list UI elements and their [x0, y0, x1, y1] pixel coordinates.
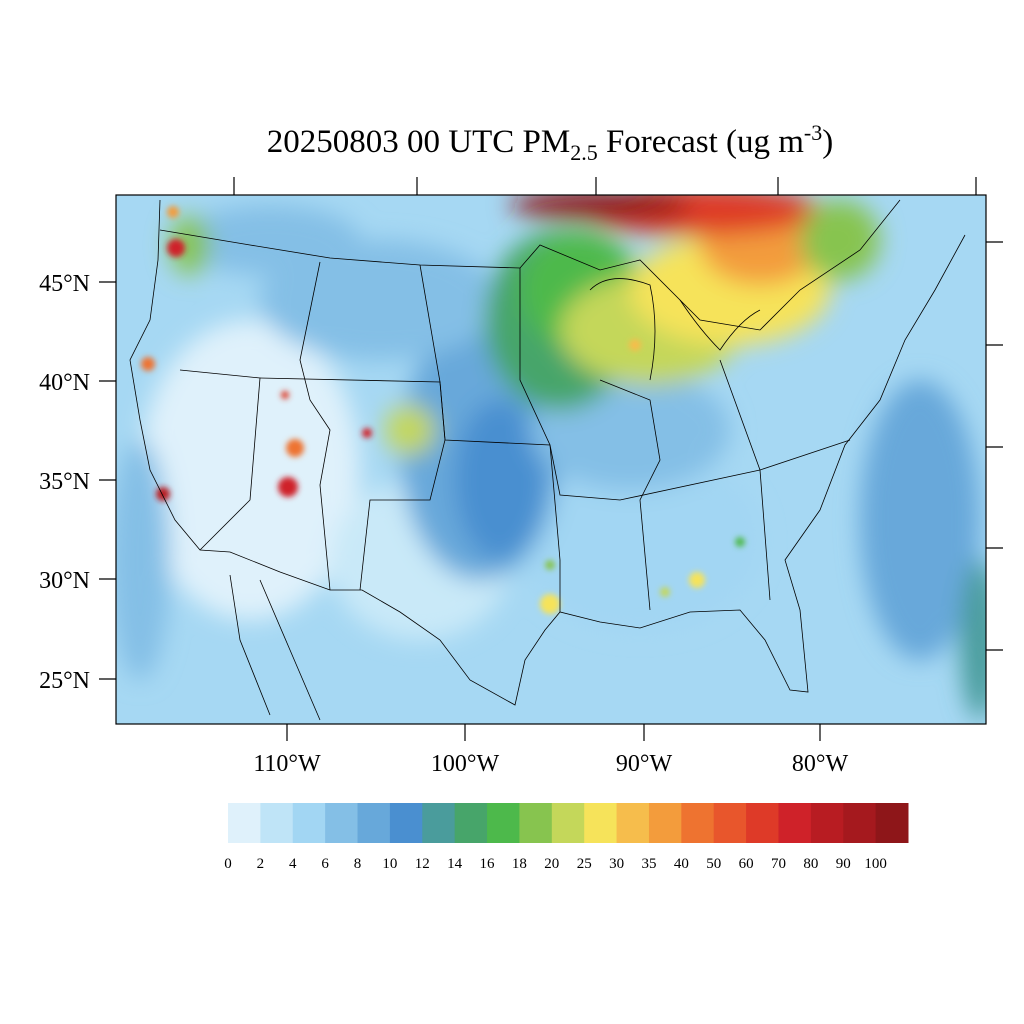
colorbar-label: 70: [771, 856, 786, 872]
colorbar-label: 8: [354, 856, 362, 872]
lon-label: 90°W: [616, 751, 673, 777]
colorbar-box: [681, 803, 715, 843]
colorbar-box: [292, 803, 326, 843]
colorbar-label: 90: [836, 856, 851, 872]
colorbar-label: 4: [289, 856, 297, 872]
title-text: ): [822, 124, 833, 160]
colorbar-label: 80: [803, 856, 818, 872]
colorbar-box: [325, 803, 359, 843]
colorbar-label: 14: [447, 856, 463, 872]
colorbar-label: 18: [512, 856, 527, 872]
colorbar-box: [584, 803, 618, 843]
lat-label: 40°N: [39, 370, 90, 396]
colorbar-box: [519, 803, 553, 843]
title-subscript: 2.5: [570, 140, 598, 165]
colorbar-label: 40: [674, 856, 689, 872]
colorbar-box: [260, 803, 294, 843]
colorbar-label: 20: [544, 856, 559, 872]
lat-label: 35°N: [39, 469, 90, 495]
colorbar-label: 60: [739, 856, 754, 872]
colorbar-label: 6: [321, 856, 329, 872]
colorbar-box: [778, 803, 812, 843]
title-text: 20250803 00 UTC PM: [267, 124, 570, 160]
map-frame: [115, 194, 987, 725]
colorbar-label: 16: [480, 856, 496, 872]
colorbar-box: [843, 803, 877, 843]
colorbar-box: [551, 803, 585, 843]
colorbar-box: [713, 803, 747, 843]
colorbar-box: [810, 803, 844, 843]
colorbar-box: [389, 803, 423, 843]
lon-label: 100°W: [431, 751, 500, 777]
colorbar-label: 100: [864, 856, 887, 872]
colorbar-box: [357, 803, 391, 843]
colorbar-box: [875, 803, 909, 843]
lon-label: 110°W: [253, 751, 321, 777]
colorbar-label: 50: [706, 856, 721, 872]
colorbar-box: [454, 803, 488, 843]
lat-label: 25°N: [39, 668, 90, 694]
colorbar-box: [487, 803, 520, 843]
colorbar-label: 12: [415, 856, 430, 872]
lat-label: 30°N: [39, 568, 90, 594]
colorbar-label: 25: [577, 856, 592, 872]
lat-label: 45°N: [39, 271, 90, 297]
colorbar-label: 30: [609, 856, 624, 872]
colorbar-box: [616, 803, 650, 843]
title-superscript: -3: [804, 120, 822, 145]
colorbar-label: 10: [382, 856, 397, 872]
lon-label: 80°W: [792, 751, 849, 777]
title-text: Forecast (ug m: [598, 124, 805, 160]
colorbar-box: [228, 803, 261, 843]
colorbar-label: 0: [224, 856, 232, 872]
frame-ticks: [99, 177, 1003, 741]
colorbar-box: [746, 803, 779, 843]
colorbar-box: [648, 803, 682, 843]
map-title: 20250803 00 UTC PM2.5 Forecast (ug m-3): [267, 120, 833, 165]
axis-labels: 45°N 40°N 35°N 30°N 25°N 110°W 100°W 90°W 80°W: [39, 271, 848, 777]
colorbar-box: [422, 803, 456, 843]
colorbar-label: 2: [257, 856, 265, 872]
concentration-field: [116, 195, 986, 724]
boundaries: [129, 199, 966, 721]
colorbar: 0 2 4 6 8 10 12 14 16 18 20 25 30 35 40 50 60 70 80 90 100: [224, 803, 909, 872]
colorbar-label: 35: [641, 856, 656, 872]
